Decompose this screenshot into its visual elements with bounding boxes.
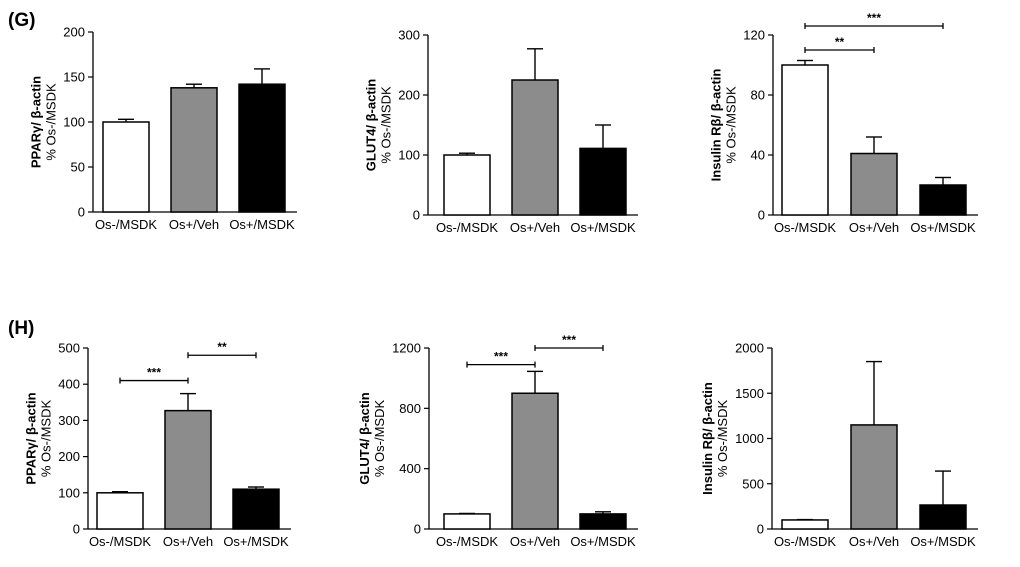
bar [919, 184, 967, 216]
category-label: Os-/MSDK [436, 220, 498, 235]
bar [781, 64, 829, 216]
y-tick-label: 2000 [735, 341, 764, 356]
y-tick-label: 0 [757, 522, 764, 537]
significance-label: ** [217, 340, 227, 354]
y-tick-label: 0 [758, 208, 765, 223]
y-axis-sublabel: % Os-/MSDK [379, 86, 394, 164]
y-tick-label: 400 [399, 461, 421, 476]
y-tick-label: 500 [58, 341, 80, 356]
y-axis-sublabel: % Os-/MSDK [715, 400, 730, 478]
category-label: Os+/MSDK [910, 220, 976, 235]
category-label: Os+/Veh [849, 534, 899, 549]
significance-label: ** [835, 35, 845, 49]
significance-label: *** [494, 350, 508, 364]
y-tick-label: 200 [398, 88, 420, 103]
significance-label: *** [147, 366, 161, 380]
y-axis-label: Insulin Rβ/ β-actin [700, 382, 715, 495]
category-label: Os-/MSDK [89, 534, 151, 549]
category-label: Os-/MSDK [95, 217, 157, 232]
panel-label-g: (G) [8, 10, 36, 31]
bar [511, 392, 559, 530]
category-label: Os-/MSDK [774, 220, 836, 235]
category-label: Os+/MSDK [570, 220, 636, 235]
category-label: Os+/Veh [510, 220, 560, 235]
y-tick-label: 400 [58, 377, 80, 392]
y-tick-label: 1200 [392, 341, 421, 356]
category-label: Os+/Veh [169, 217, 219, 232]
y-axis-sublabel: % Os-/MSDK [44, 83, 59, 161]
y-tick-label: 1000 [735, 431, 764, 446]
y-tick-label: 200 [63, 25, 85, 40]
bar [102, 121, 150, 213]
y-axis-sublabel: % Os-/MSDK [39, 400, 54, 478]
y-tick-label: 0 [78, 205, 85, 220]
significance-label: *** [562, 333, 576, 347]
y-tick-label: 300 [58, 413, 80, 428]
y-tick-label: 100 [398, 148, 420, 163]
y-tick-label: 800 [399, 401, 421, 416]
y-axis-label: Insulin Rβ/ β-actin [709, 69, 724, 182]
bar [850, 424, 898, 530]
category-label: Os+/Veh [163, 534, 213, 549]
bar [96, 492, 144, 530]
y-tick-label: 200 [58, 449, 80, 464]
bar [781, 519, 829, 530]
bar [443, 154, 491, 216]
y-axis-label: GLUT4/ β-actin [357, 392, 372, 485]
y-axis-label: GLUT4/ β-actin [364, 79, 379, 172]
y-axis-sublabel: % Os-/MSDK [724, 86, 739, 164]
bar [579, 147, 627, 216]
panel-label-h: (H) [8, 318, 35, 339]
significance-label: *** [867, 11, 881, 25]
y-tick-label: 50 [71, 160, 85, 175]
category-label: Os-/MSDK [774, 534, 836, 549]
category-label: Os+/MSDK [223, 534, 289, 549]
bar [919, 504, 967, 530]
category-label: Os+/MSDK [229, 217, 295, 232]
bar [443, 513, 491, 530]
y-axis-label: PPARγ/ β-actin [24, 392, 39, 484]
category-label: Os+/MSDK [570, 534, 636, 549]
y-axis-sublabel: % Os-/MSDK [372, 400, 387, 478]
category-label: Os+/Veh [510, 534, 560, 549]
y-tick-label: 500 [742, 476, 764, 491]
y-tick-label: 80 [751, 88, 765, 103]
category-label: Os-/MSDK [436, 534, 498, 549]
bar [238, 83, 286, 213]
bar [579, 513, 627, 530]
y-tick-label: 0 [414, 522, 421, 537]
y-tick-label: 100 [58, 485, 80, 500]
y-tick-label: 300 [398, 28, 420, 43]
category-label: Os+/MSDK [910, 534, 976, 549]
bar [170, 87, 218, 213]
y-tick-label: 1500 [735, 386, 764, 401]
y-tick-label: 120 [743, 28, 765, 43]
y-tick-label: 100 [63, 115, 85, 130]
y-tick-label: 40 [751, 148, 765, 163]
bar [850, 152, 898, 216]
y-tick-label: 150 [63, 70, 85, 85]
bar [164, 409, 212, 530]
y-tick-label: 0 [413, 208, 420, 223]
y-tick-label: 0 [73, 522, 80, 537]
bar [511, 79, 559, 216]
bar [232, 488, 280, 530]
y-axis-label: PPARγ/ β-actin [29, 76, 44, 168]
category-label: Os+/Veh [849, 220, 899, 235]
